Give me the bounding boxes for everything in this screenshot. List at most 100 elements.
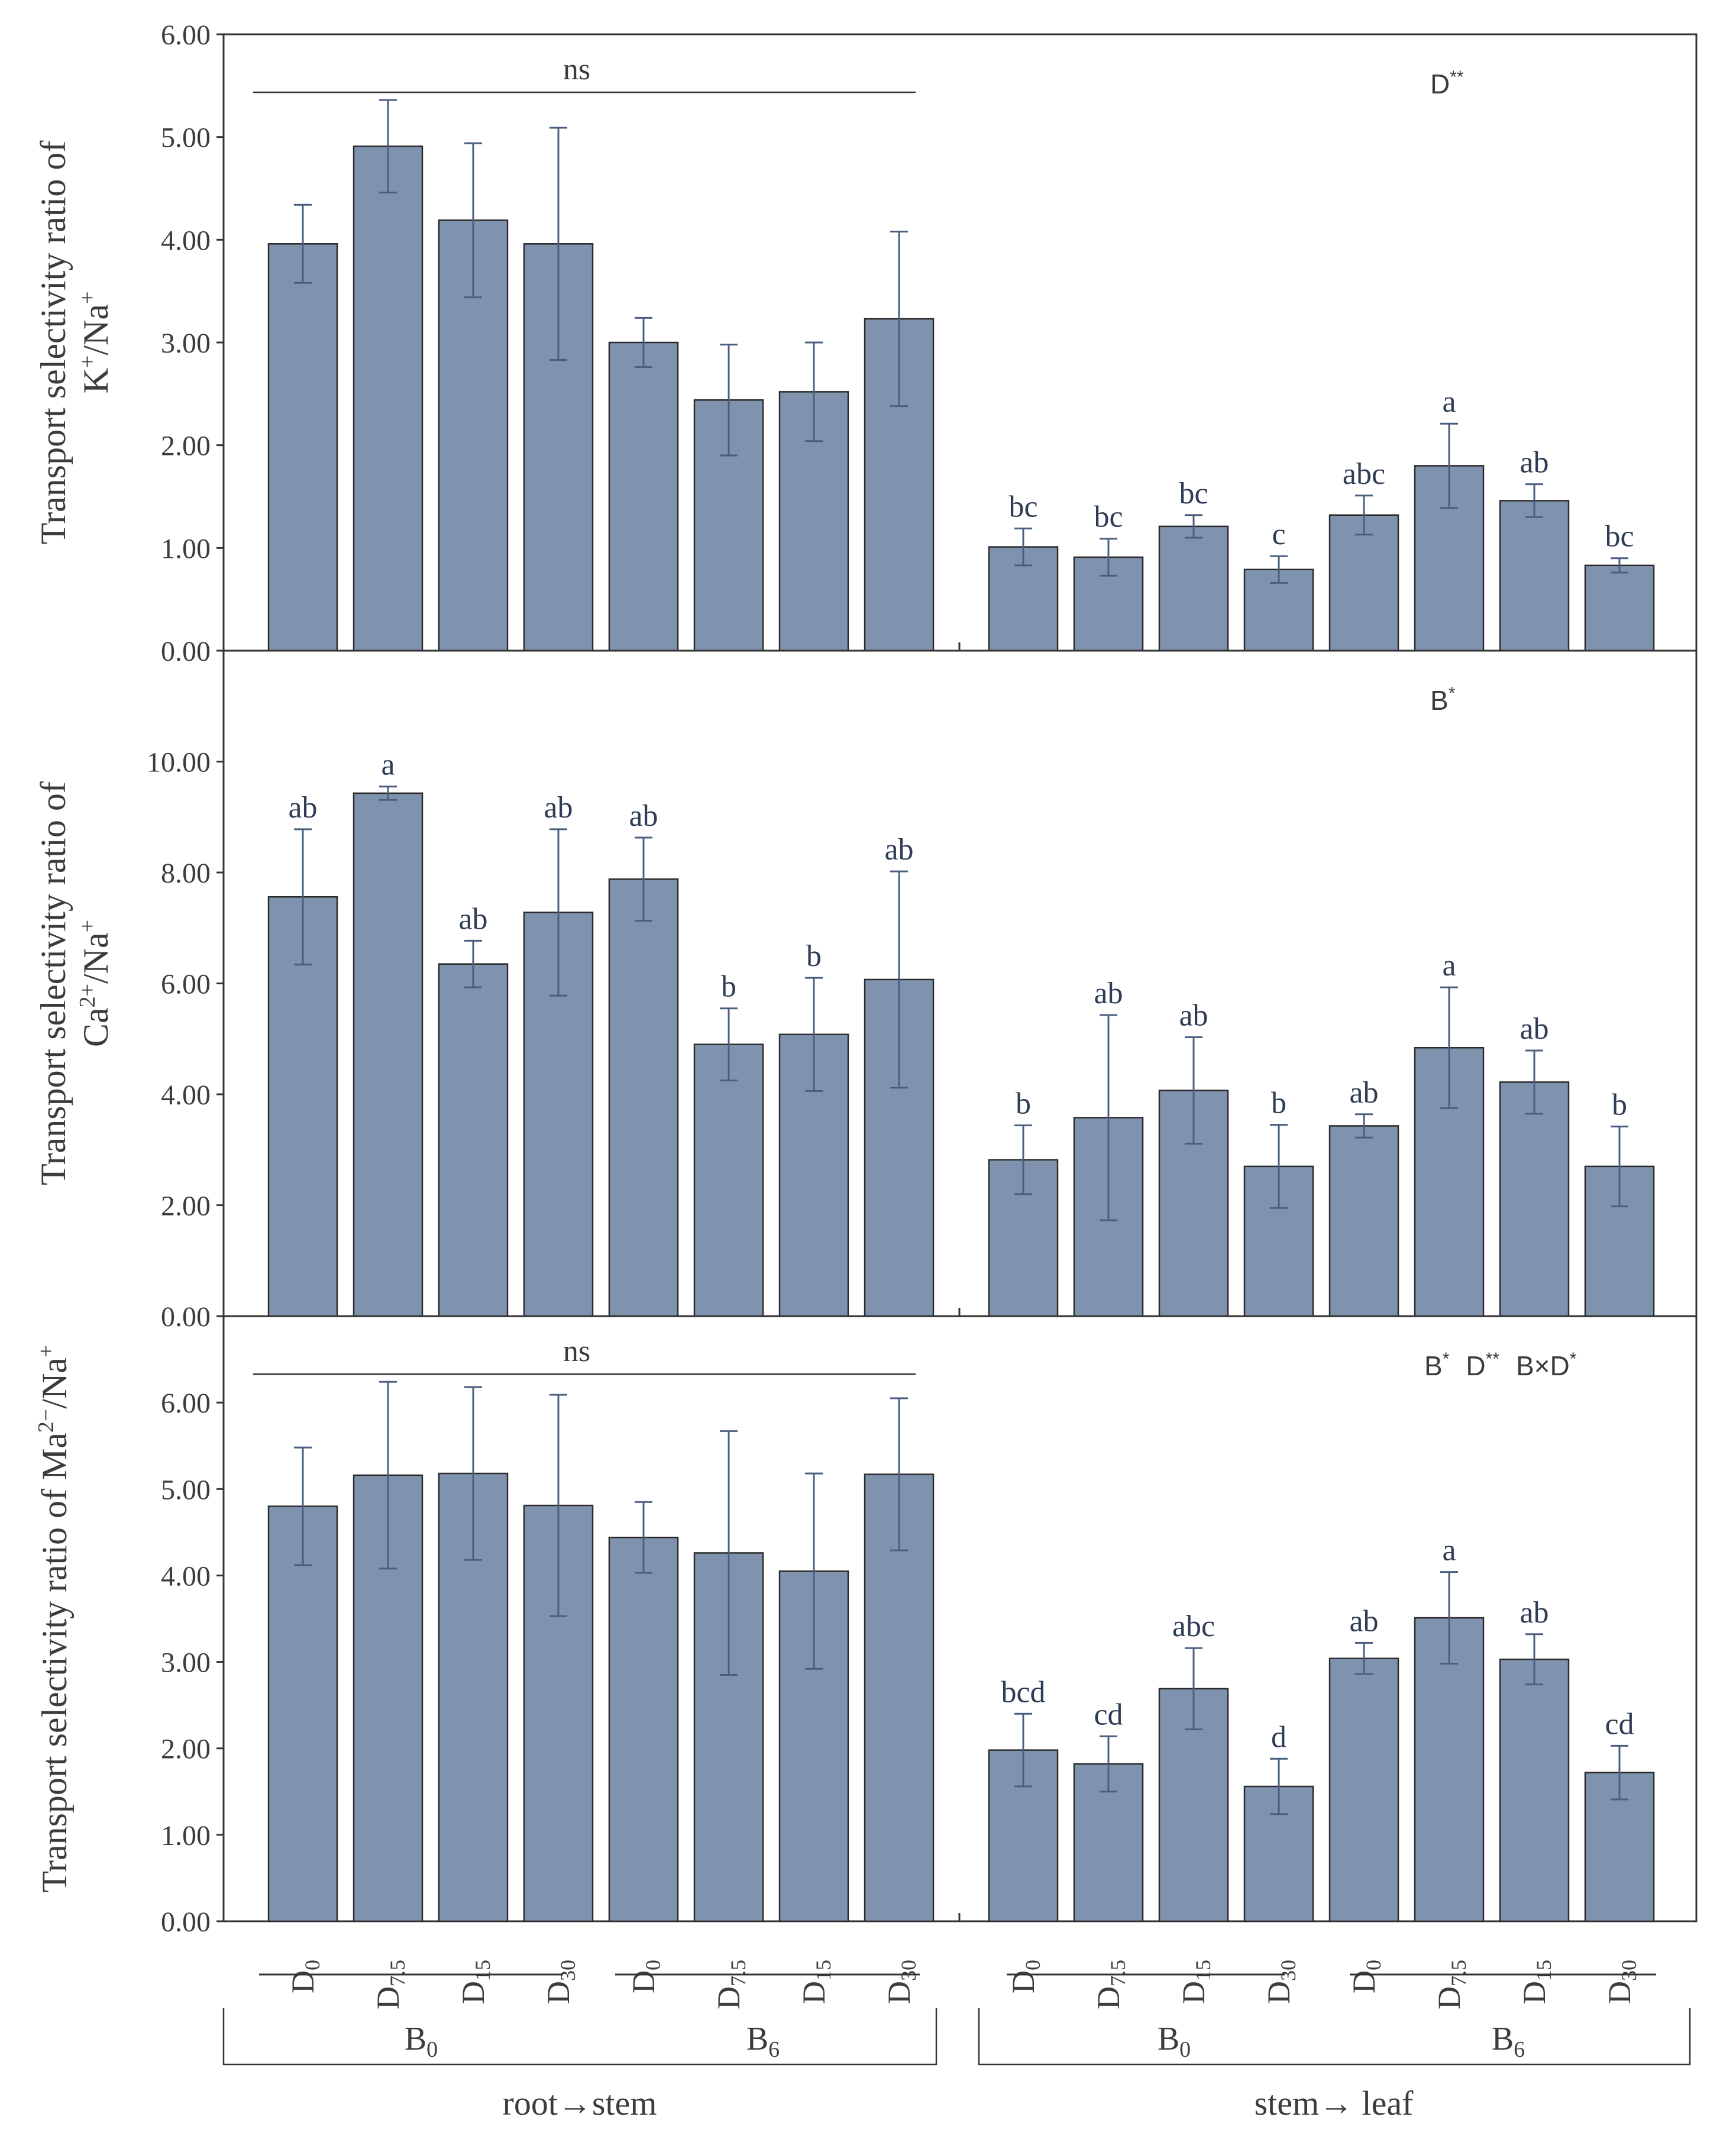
- bar: [608, 341, 679, 652]
- y-label-divisor: /Na: [76, 304, 115, 356]
- bar: [438, 1472, 509, 1922]
- significance-letter: ab: [458, 902, 487, 936]
- y-tick-label: 6.00: [161, 969, 211, 1000]
- anova-significance: D**​: [1430, 67, 1464, 99]
- anova-stars: *: [1449, 684, 1456, 703]
- y-tick-label: 10.00: [147, 747, 211, 778]
- bar: [353, 146, 424, 652]
- bar: [1499, 1081, 1570, 1317]
- significance-letter: b: [1612, 1088, 1627, 1122]
- y-tick-label: 3.00: [161, 1647, 211, 1679]
- anova-stars: *: [1443, 1349, 1450, 1369]
- anova-stars: **: [1486, 1349, 1500, 1369]
- significance-letter: ab: [884, 833, 913, 867]
- treatment-subscript: 30: [897, 1960, 920, 1981]
- treatment-letter: D: [370, 1986, 406, 2009]
- y-tick-label: 4.00: [161, 1560, 211, 1592]
- y-label-ion: Ca: [76, 1007, 115, 1047]
- significance-letter: ab: [1520, 1596, 1549, 1630]
- treatment-label: D7.5: [711, 1960, 750, 2009]
- y-tick-label: 8.00: [161, 858, 211, 889]
- y-label-charge: +: [75, 920, 100, 932]
- b-group-letter: B: [405, 2021, 426, 2057]
- treatment-letter: D: [1176, 1981, 1211, 2004]
- treatment-letter: D: [1602, 1981, 1637, 2004]
- treatment-subscript: 15: [1532, 1960, 1556, 1981]
- treatment-label: D30: [541, 1960, 580, 2004]
- significance-letter: ab: [1349, 1604, 1378, 1638]
- y-label-charge: 2−: [34, 1408, 59, 1432]
- treatment-subscript: 30: [1276, 1960, 1300, 1981]
- treatment-label: D15: [1517, 1960, 1556, 2004]
- significance-letter: ab: [629, 799, 658, 833]
- y-tick-label: 4.00: [161, 1080, 211, 1111]
- significance-letter: a: [1442, 949, 1456, 983]
- y-label-text: Transport selectivity ratio of Ma: [35, 1433, 74, 1893]
- bar: [608, 1536, 679, 1922]
- b-group-label: B6: [746, 2021, 780, 2062]
- treatment-letter: D: [1261, 1981, 1297, 2004]
- b-group-subscript: 0: [426, 2037, 438, 2062]
- treatment-label: D0: [285, 1960, 324, 1993]
- significance-letter: a: [381, 748, 395, 782]
- y-tick-label: 6.00: [161, 20, 211, 51]
- anova-significance: B*​: [1430, 684, 1456, 716]
- anova-factor: B: [1424, 1350, 1443, 1381]
- y-tick-label: 0.00: [161, 636, 211, 667]
- bar: [608, 878, 679, 1317]
- significance-letter: ab: [1179, 998, 1208, 1032]
- significance-letter: ab: [1349, 1076, 1378, 1110]
- anova-factor: B: [1430, 685, 1449, 716]
- bar: [1328, 1657, 1399, 1922]
- treatment-subscript: 7.5: [1106, 1960, 1130, 1986]
- b-group-letter: B: [1158, 2021, 1179, 2057]
- y-tick-label: 2.00: [161, 1191, 211, 1222]
- significance-letter: bc: [1179, 477, 1208, 510]
- treatment-subscript: 7.5: [1447, 1960, 1470, 1986]
- treatment-letter: D: [541, 1981, 576, 2004]
- significance-letter: b: [721, 970, 736, 1004]
- treatment-letter: D: [1091, 1986, 1126, 2009]
- significance-letter: ab: [1094, 977, 1123, 1010]
- significance-letter: ab: [288, 791, 317, 825]
- treatment-label: D7.5: [370, 1960, 409, 2009]
- treatment-label: D30: [881, 1960, 920, 2004]
- significance-letter: ab: [544, 791, 573, 825]
- bar: [353, 792, 424, 1317]
- significance-letter: bc: [1008, 490, 1037, 523]
- treatment-label: D15: [796, 1960, 835, 2004]
- treatment-letter: D: [455, 1981, 491, 2004]
- section-label: root→stem: [503, 2084, 657, 2122]
- bar: [1499, 1658, 1570, 1922]
- treatment-subscript: 0: [1362, 1960, 1385, 1970]
- significance-letter: b: [1271, 1087, 1286, 1120]
- significance-letter: cd: [1605, 1707, 1634, 1741]
- significance-letter: c: [1272, 518, 1285, 551]
- b-group-letter: B: [746, 2021, 768, 2057]
- treatment-letter: D: [711, 1986, 746, 2009]
- treatment-subscript: 0: [300, 1960, 324, 1970]
- treatment-label: D30: [1261, 1960, 1300, 2004]
- significance-letter: bc: [1605, 520, 1634, 554]
- y-axis-label-line1: Transport selectivity ratio of: [34, 781, 73, 1185]
- bar: [1328, 514, 1399, 652]
- y-axis-label-line2: K+/Na+: [75, 292, 115, 394]
- anova-significance: B*​D**​B×D*​: [1424, 1349, 1577, 1381]
- significance-letter: abc: [1172, 1610, 1215, 1643]
- treatment-subscript: 15: [1191, 1960, 1215, 1981]
- bar: [438, 963, 509, 1317]
- anova-factor: D: [1430, 69, 1450, 99]
- y-tick-label: 0.00: [161, 1906, 211, 1938]
- section-label: stem→ leaf: [1255, 2084, 1414, 2122]
- y-tick-label: 0.00: [161, 1301, 211, 1333]
- significance-letter: bc: [1094, 500, 1123, 534]
- bar: [1328, 1125, 1399, 1317]
- y-tick-label: 3.00: [161, 328, 211, 359]
- section-bracket: [222, 2008, 937, 2066]
- b-group-letter: B: [1492, 2021, 1514, 2057]
- y-label-charge: +: [75, 356, 100, 368]
- treatment-subscript: 15: [471, 1960, 494, 1981]
- bar: [267, 896, 338, 1317]
